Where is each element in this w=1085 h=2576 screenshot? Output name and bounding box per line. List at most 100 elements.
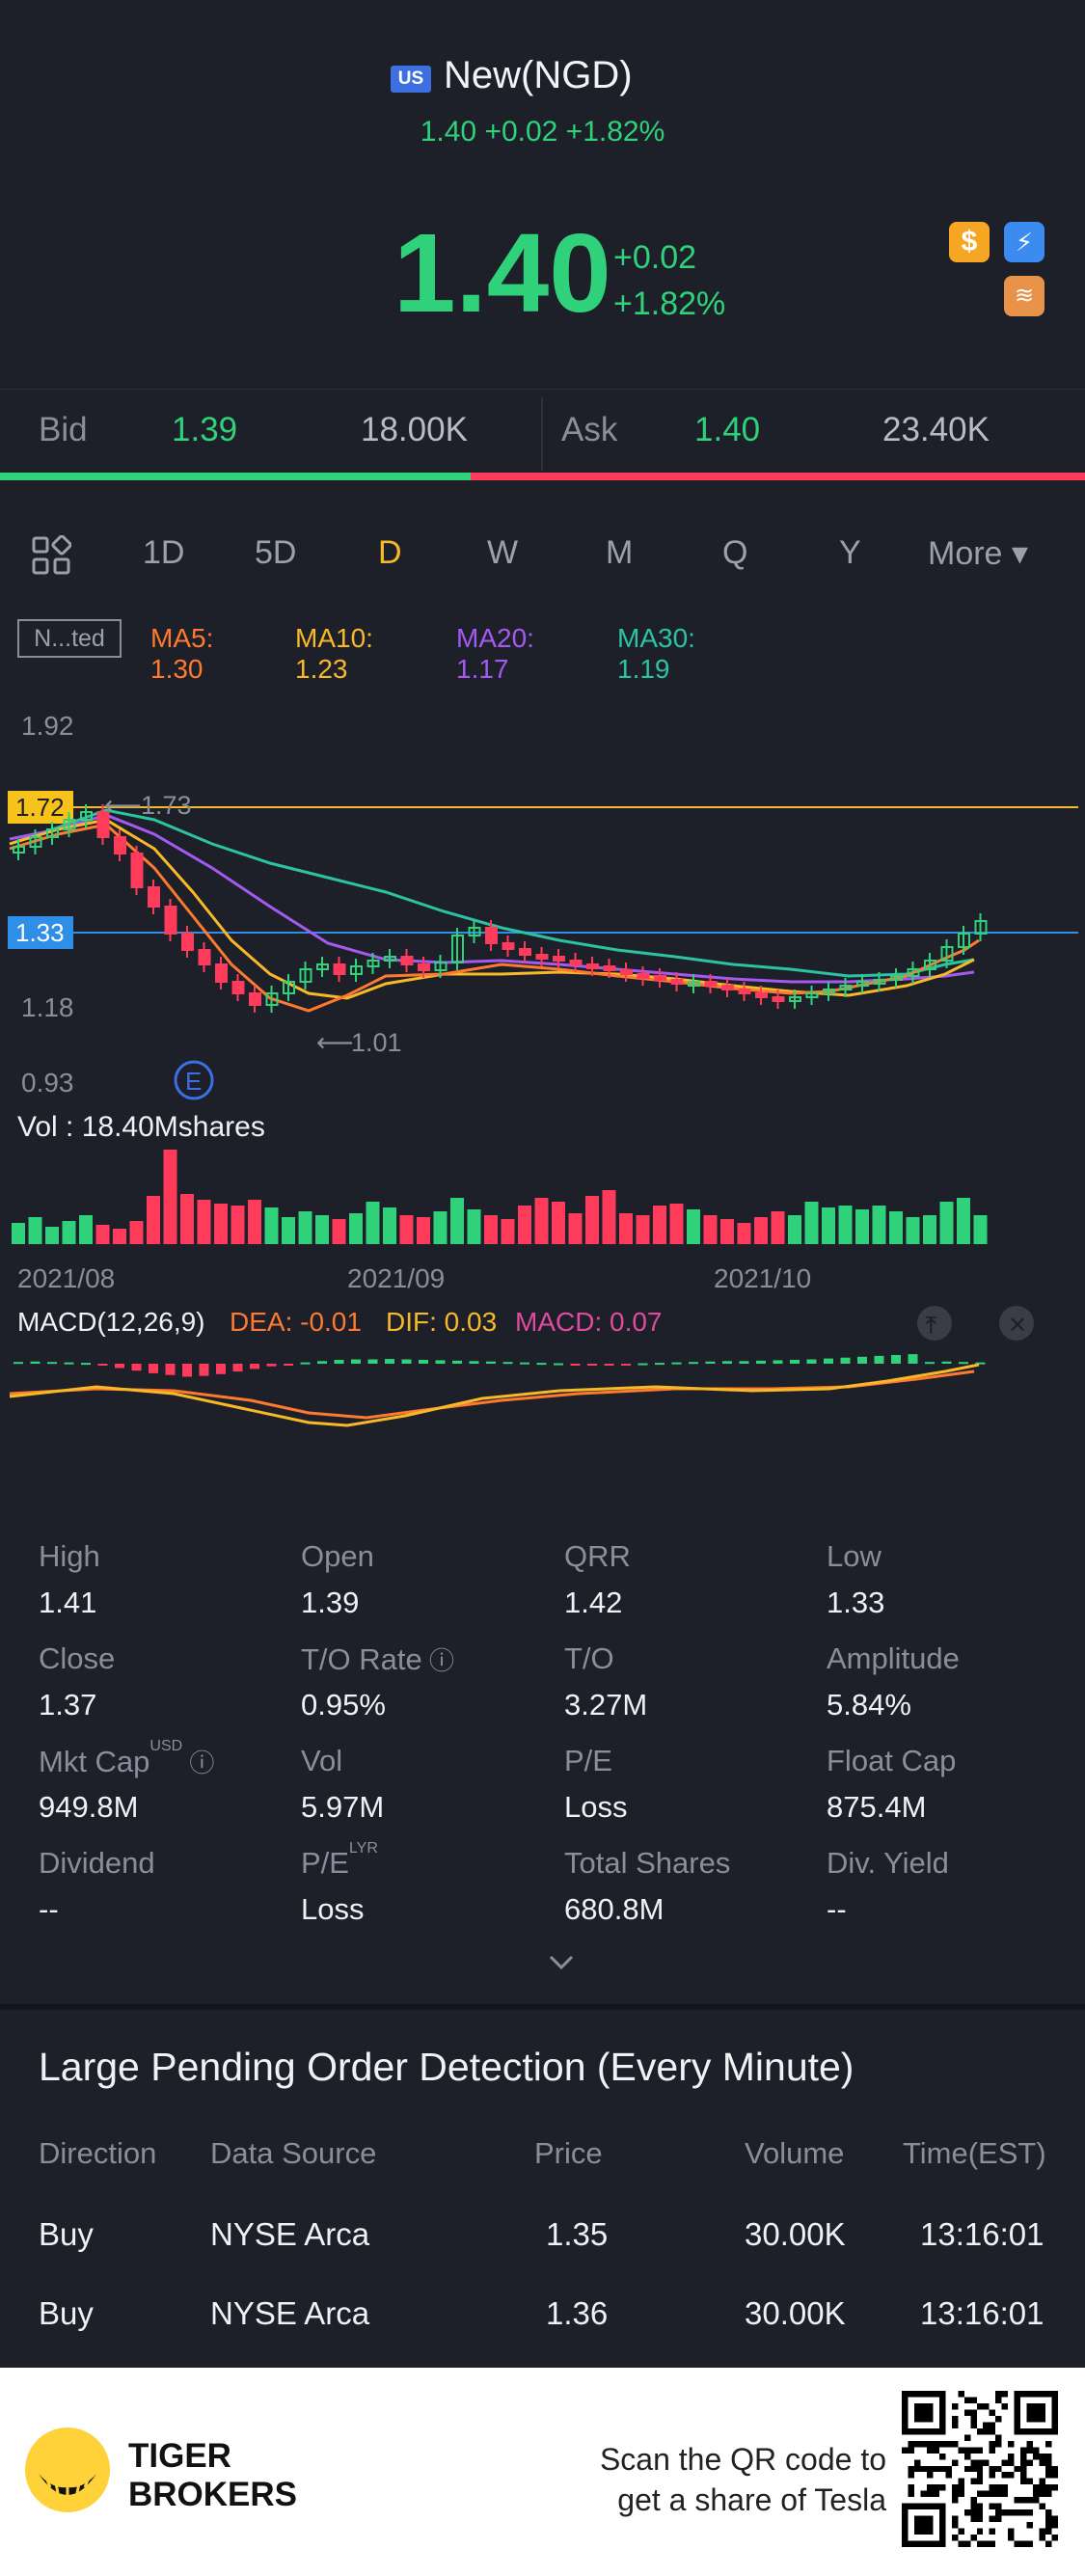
row-price: 1.35 [546,2216,609,2252]
volume-bar [129,1221,144,1244]
candle [789,996,801,1002]
earnings-event-icon[interactable] [174,1060,214,1100]
candle [366,960,380,967]
candle [839,985,853,990]
stat-label: Float Cap [827,1744,957,1777]
tab-monthly[interactable]: M [606,534,634,571]
row-volume: 30.00K [745,2295,846,2331]
more-dropdown[interactable]: More ▾ [928,535,1028,572]
ask-size: 23.40K [882,411,990,448]
volume-bar [450,1198,464,1244]
volume-bar [602,1190,616,1244]
candle [654,975,666,981]
macd-bar [975,1362,986,1365]
stat-value: 3.27M [564,1688,648,1722]
macd-bar [857,1356,867,1364]
candle [823,989,835,994]
volume-bar [264,1207,279,1244]
stat-label: P/ELYR [301,1840,378,1880]
tab-yearly[interactable]: Y [839,534,861,571]
price-change-pct: +1.82% [613,285,726,322]
macd-bar [131,1364,142,1371]
min-annotation: 1.01 [351,1028,402,1057]
close-icon[interactable] [999,1306,1034,1341]
candle [502,942,515,950]
macd-bar [554,1363,563,1366]
ma30-value: MA30: 1.19 [617,623,695,684]
tab-1d[interactable]: 1D [143,534,185,571]
tab-weekly[interactable]: W [487,534,519,571]
macd-bar [486,1361,496,1364]
flash-icon[interactable]: ⚡ [1004,222,1044,262]
max-annotation: 1.73 [141,791,192,820]
macd-bar [232,1364,243,1372]
volume-bar [113,1229,126,1244]
volume-bar [501,1219,515,1244]
macd-bar [689,1362,698,1365]
info-icon[interactable]: ⓘ [182,1749,215,1777]
macd-label: MACD(12,26,9) [17,1307,205,1337]
stat-label: Dividend [39,1846,155,1880]
stat-label: Total Shares [564,1846,731,1880]
macd-bar [115,1364,124,1369]
current-price-tag-text: 1.33 [15,918,65,947]
indicator-selector[interactable]: N...ted [17,619,122,658]
volume-bar [754,1217,768,1244]
candle [46,828,59,838]
candle [249,992,261,1006]
macd-value: MACD: 0.07 [515,1307,663,1337]
info-icon[interactable]: ⓘ [421,1646,454,1675]
col-time: Time(EST) [903,2136,1046,2170]
header: US New(NGD) 1.40 +0.02 +1.82% 1.40 +0.02… [0,0,1085,386]
macd-bar [317,1361,327,1364]
dollar-icon[interactable]: $ [949,222,990,262]
macd-bar [216,1364,226,1374]
price-chart[interactable]: 1.92 1.18 0.93 1.72 1.33 ⟵ 1.73 ⟵ 1.01 E… [0,675,1085,1466]
y-tick: 0.93 [21,1068,74,1098]
x-tick: 2021/08 [17,1263,115,1293]
high-price-tag-text: 1.72 [15,793,65,822]
candle [299,968,312,983]
stat-label: Mkt CapUSD ⓘ [39,1738,215,1778]
qr-caption-line1: Scan the QR code to [599,2442,886,2477]
col-price: Price [534,2136,603,2170]
candle [80,811,93,821]
layers-icon[interactable]: ≋ [1004,276,1044,316]
last-price: 1.40 [393,210,611,336]
pin-top-icon[interactable] [917,1306,952,1341]
stat-value: 0.95% [301,1688,386,1722]
ask-price: 1.40 [694,411,761,448]
candle [114,836,126,854]
qr-code-image[interactable] [902,2391,1058,2547]
tiger-logo-icon [25,2427,110,2512]
volume-bar [79,1215,93,1244]
expand-chevron-icon[interactable] [548,1954,575,1971]
stat-label: Div. Yield [827,1846,949,1880]
volume-bar [315,1215,329,1244]
macd-bar [284,1364,293,1366]
macd-bar [621,1364,631,1366]
volume-bar [804,1202,819,1244]
tab-daily[interactable]: D [378,534,402,571]
volume-bar [147,1196,160,1244]
candle [198,949,211,965]
volume-bar [399,1215,414,1244]
x-tick: 2021/10 [714,1263,811,1293]
grid-icon[interactable] [31,535,71,576]
candle [316,963,329,970]
candle [215,963,228,983]
price-change: +0.02 [613,239,697,276]
tab-5d[interactable]: 5D [255,534,297,571]
tab-quarterly[interactable]: Q [722,534,748,571]
macd-bar [165,1364,176,1375]
macd-bar [806,1359,817,1364]
macd-bar [604,1364,614,1366]
qr-caption-line2: get a share of Tesla [617,2482,886,2517]
candle [283,981,295,994]
volume-bar [484,1215,498,1244]
macd-histogram [14,1354,986,1377]
candle [29,836,42,848]
stat-value: 680.8M [564,1892,665,1926]
volume-bar [214,1204,228,1244]
volume-bar [973,1215,988,1244]
